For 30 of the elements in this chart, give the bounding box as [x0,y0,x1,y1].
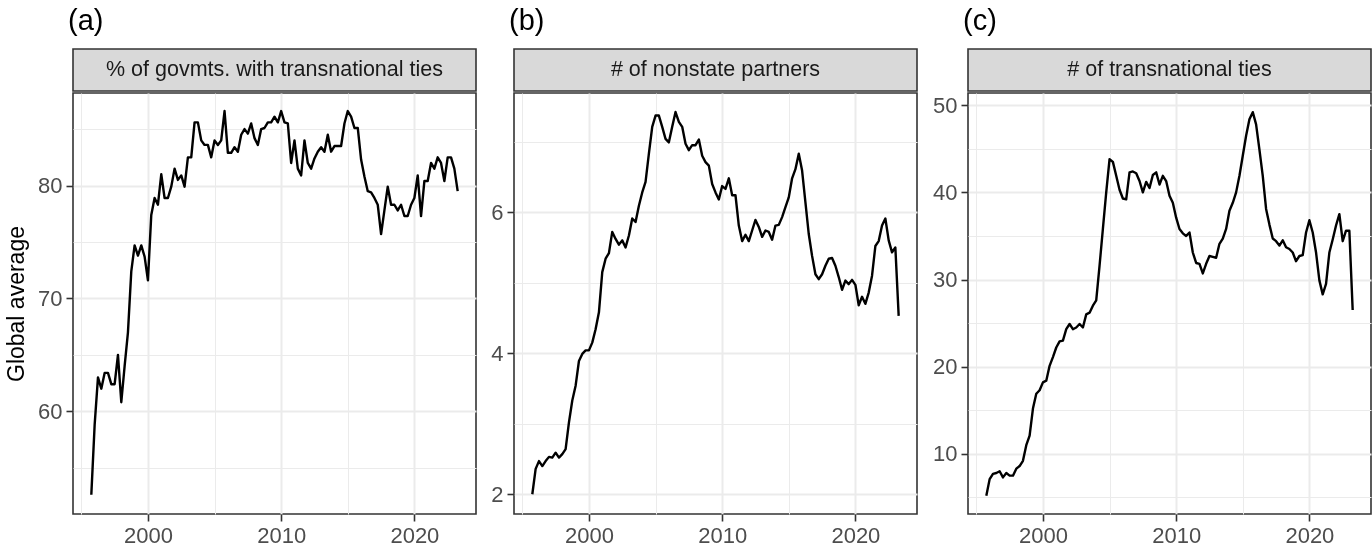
chart-title: # of nonstate partners [610,57,821,81]
y-tick-label: 40 [933,179,958,205]
chart-title: # of transnational ties [1067,57,1272,81]
y-tick-label: 20 [933,354,958,380]
y-tick-label: 6 [491,199,504,225]
x-tick-label: 2020 [390,522,440,548]
text: (c) [963,4,997,36]
y-tick-label: 80 [38,173,63,199]
text: (a) [68,4,104,36]
y-tick-label: 2 [491,481,504,507]
y-tick-label: 30 [933,267,958,293]
x-tick-label: 2010 [257,522,307,548]
y-tick-label: 50 [933,92,958,118]
text: (b) [509,4,545,36]
x-tick-label: 2000 [564,522,614,548]
y-tick-label: 4 [491,340,504,366]
x-tick-label: 2010 [1152,522,1202,548]
line-series [985,110,1354,497]
x-tick-label: 2010 [698,522,748,548]
line-series [90,109,459,497]
y-tick-label: 70 [38,285,63,311]
x-tick-label: 2020 [831,522,881,548]
x-tick-label: 2000 [1018,522,1068,548]
y-tick-label: 60 [38,398,63,424]
line-series [531,110,900,496]
y-tick-label: 10 [933,441,958,467]
chart-title: % of govmts. with transnational ties [106,57,443,81]
x-tick-label: 2000 [123,522,173,548]
x-tick-label: 2020 [1285,522,1335,548]
y-axis-title: Global average [3,226,30,382]
